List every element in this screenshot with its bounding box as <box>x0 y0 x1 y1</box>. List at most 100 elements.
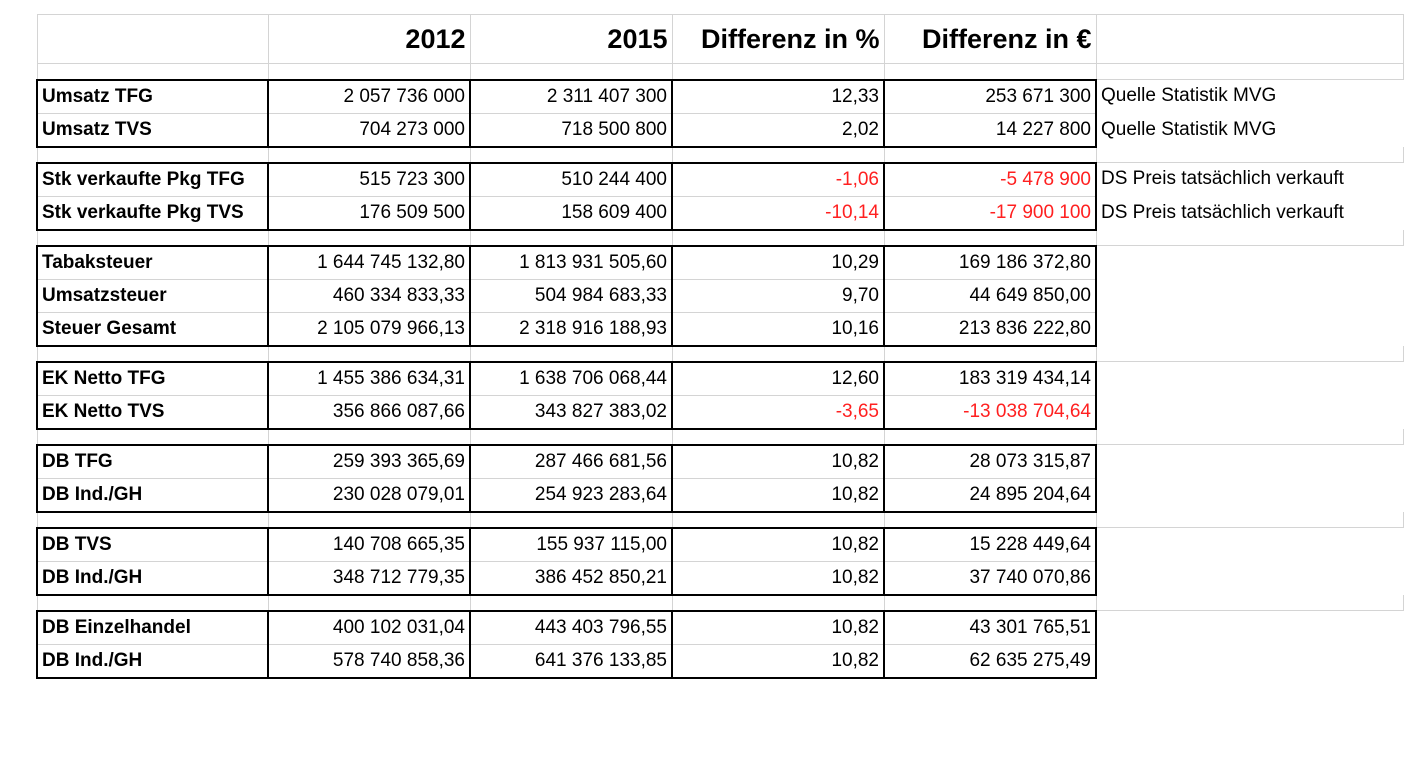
header-cell-2012[interactable]: 2012 <box>267 14 471 64</box>
cell-label[interactable]: DB Ind./GH <box>36 477 269 513</box>
cell-diff-pct[interactable]: -1,06 <box>671 161 885 197</box>
cell-diff-eur[interactable]: 253 671 300 <box>883 78 1097 114</box>
cell-diff-pct[interactable]: 10,82 <box>671 643 885 679</box>
empty-cell[interactable] <box>671 229 885 246</box>
cell-2015[interactable]: 155 937 115,00 <box>469 526 673 562</box>
cell-2015[interactable]: 1 813 931 505,60 <box>469 244 673 280</box>
empty-cell[interactable] <box>469 63 673 80</box>
empty-cell[interactable] <box>469 345 673 362</box>
empty-cell[interactable] <box>1095 63 1404 80</box>
cell-label[interactable]: Umsatzsteuer <box>36 278 269 313</box>
empty-cell[interactable] <box>36 594 269 611</box>
empty-cell[interactable] <box>1095 345 1404 362</box>
cell-diff-eur[interactable]: 44 649 850,00 <box>883 278 1097 313</box>
cell-label[interactable]: EK Netto TFG <box>36 360 269 396</box>
empty-cell[interactable] <box>267 594 471 611</box>
cell-diff-eur[interactable]: 213 836 222,80 <box>883 311 1097 347</box>
cell-2015[interactable]: 504 984 683,33 <box>469 278 673 313</box>
cell-note[interactable] <box>1096 611 1403 645</box>
empty-cell[interactable] <box>671 428 885 445</box>
header-cell-2015[interactable]: 2015 <box>469 14 673 64</box>
cell-diff-eur[interactable]: 15 228 449,64 <box>883 526 1097 562</box>
cell-2012[interactable]: 400 102 031,04 <box>267 609 471 645</box>
cell-diff-pct[interactable]: 10,82 <box>671 609 885 645</box>
cell-2012[interactable]: 515 723 300 <box>267 161 471 197</box>
cell-label[interactable]: Tabaksteuer <box>36 244 269 280</box>
empty-cell[interactable] <box>267 345 471 362</box>
empty-cell[interactable] <box>883 345 1097 362</box>
cell-diff-pct[interactable]: 10,82 <box>671 443 885 479</box>
empty-cell[interactable] <box>36 63 269 80</box>
cell-diff-pct[interactable]: 12,33 <box>671 78 885 114</box>
cell-label[interactable]: Stk verkaufte Pkg TVS <box>36 195 269 231</box>
cell-label[interactable]: DB TFG <box>36 443 269 479</box>
cell-note[interactable]: Quelle Statistik MVG <box>1101 85 1277 107</box>
cell-note[interactable] <box>1096 561 1403 595</box>
header-cell-note[interactable] <box>1095 14 1404 64</box>
cell-label[interactable]: Stk verkaufte Pkg TFG <box>36 161 269 197</box>
empty-cell[interactable] <box>671 146 885 163</box>
cell-diff-eur[interactable]: 183 319 434,14 <box>883 360 1097 396</box>
cell-2012[interactable]: 356 866 087,66 <box>267 394 471 430</box>
cell-note[interactable] <box>1096 528 1403 562</box>
empty-cell[interactable] <box>671 511 885 528</box>
empty-cell[interactable] <box>883 63 1097 80</box>
cell-diff-pct[interactable]: 10,82 <box>671 526 885 562</box>
cell-2012[interactable]: 704 273 000 <box>267 112 471 148</box>
empty-cell[interactable] <box>883 594 1097 611</box>
cell-diff-pct[interactable]: 9,70 <box>671 278 885 313</box>
empty-cell[interactable] <box>671 594 885 611</box>
cell-note[interactable]: DS Preis tatsächlich verkauft <box>1101 168 1344 190</box>
cell-note[interactable] <box>1096 246 1403 280</box>
cell-label[interactable]: DB Ind./GH <box>36 560 269 596</box>
cell-diff-eur[interactable]: -5 478 900 <box>883 161 1097 197</box>
cell-2015[interactable]: 158 609 400 <box>469 195 673 231</box>
cell-diff-pct[interactable]: 10,16 <box>671 311 885 347</box>
cell-diff-eur[interactable]: 169 186 372,80 <box>883 244 1097 280</box>
cell-2012[interactable]: 2 105 079 966,13 <box>267 311 471 347</box>
cell-diff-eur[interactable]: 14 227 800 <box>883 112 1097 148</box>
cell-note[interactable] <box>1096 279 1403 312</box>
empty-cell[interactable] <box>469 229 673 246</box>
cell-label[interactable]: DB TVS <box>36 526 269 562</box>
cell-diff-pct[interactable]: -3,65 <box>671 394 885 430</box>
cell-2012[interactable]: 176 509 500 <box>267 195 471 231</box>
empty-cell[interactable] <box>883 229 1097 246</box>
header-cell-diff-pct[interactable]: Differenz in % <box>671 14 885 64</box>
cell-label[interactable]: Umsatz TFG <box>36 78 269 114</box>
empty-cell[interactable] <box>267 229 471 246</box>
empty-cell[interactable] <box>267 428 471 445</box>
cell-diff-pct[interactable]: 10,82 <box>671 477 885 513</box>
cell-note[interactable]: Quelle Statistik MVG <box>1101 118 1277 140</box>
cell-2015[interactable]: 2 318 916 188,93 <box>469 311 673 347</box>
cell-2015[interactable]: 510 244 400 <box>469 161 673 197</box>
cell-2012[interactable]: 1 455 386 634,31 <box>267 360 471 396</box>
cell-note[interactable]: DS Preis tatsächlich verkauft <box>1101 201 1344 223</box>
cell-2015[interactable]: 1 638 706 068,44 <box>469 360 673 396</box>
empty-cell[interactable] <box>1095 229 1404 246</box>
cell-2015[interactable]: 2 311 407 300 <box>469 78 673 114</box>
cell-note[interactable] <box>1096 362 1403 396</box>
cell-2012[interactable]: 348 712 779,35 <box>267 560 471 596</box>
cell-diff-eur[interactable]: 28 073 315,87 <box>883 443 1097 479</box>
empty-cell[interactable] <box>883 428 1097 445</box>
cell-label[interactable]: DB Ind./GH <box>36 643 269 679</box>
empty-cell[interactable] <box>1095 146 1404 163</box>
cell-2015[interactable]: 343 827 383,02 <box>469 394 673 430</box>
cell-2015[interactable]: 254 923 283,64 <box>469 477 673 513</box>
cell-note[interactable] <box>1096 395 1403 429</box>
cell-2012[interactable]: 230 028 079,01 <box>267 477 471 513</box>
empty-cell[interactable] <box>267 511 471 528</box>
cell-2012[interactable]: 140 708 665,35 <box>267 526 471 562</box>
empty-cell[interactable] <box>36 511 269 528</box>
empty-cell[interactable] <box>883 511 1097 528</box>
empty-cell[interactable] <box>36 345 269 362</box>
cell-2012[interactable]: 1 644 745 132,80 <box>267 244 471 280</box>
cell-2015[interactable]: 386 452 850,21 <box>469 560 673 596</box>
empty-cell[interactable] <box>469 428 673 445</box>
cell-diff-eur[interactable]: 24 895 204,64 <box>883 477 1097 513</box>
cell-label[interactable]: Umsatz TVS <box>36 112 269 148</box>
cell-diff-eur[interactable]: 43 301 765,51 <box>883 609 1097 645</box>
empty-cell[interactable] <box>1095 511 1404 528</box>
empty-cell[interactable] <box>469 594 673 611</box>
